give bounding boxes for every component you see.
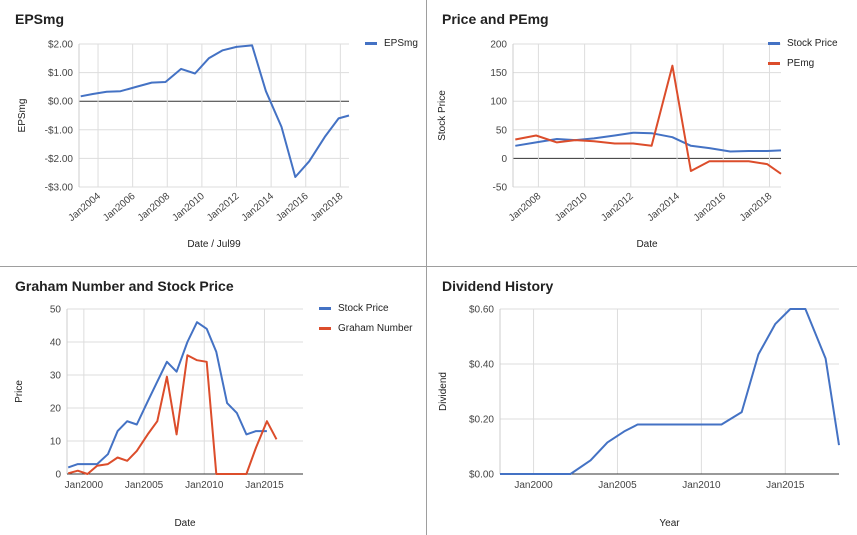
y-axis-title: EPSmg <box>17 99 28 133</box>
y-tick-label: $0.60 <box>469 305 494 316</box>
y-tick-label: 30 <box>50 371 62 382</box>
x-tick-label: Jan2010 <box>185 480 224 491</box>
y-tick-label: -$1.00 <box>45 125 74 136</box>
y-tick-label: 20 <box>50 404 62 415</box>
legend-label: Graham Number <box>338 323 413 334</box>
x-tick-label: Jan2015 <box>766 480 805 491</box>
chart-title: EPSmg <box>15 11 65 27</box>
y-tick-label: -50 <box>493 183 508 194</box>
y-tick-label: $0.00 <box>469 470 494 481</box>
y-tick-label: $0.40 <box>469 360 494 371</box>
chart-panel-price-pemg: Price and PEmg 200 150 100 50 0 -50 Jan2008 Jan… <box>428 1 856 264</box>
series-line-pemg <box>515 64 782 175</box>
x-axis-title: Date <box>174 518 196 529</box>
x-axis-title: Date / Jul99 <box>187 239 241 250</box>
chart-panel-graham: Graham Number and Stock Price 50 40 30 20 10… <box>1 268 425 534</box>
legend-swatch <box>768 62 780 65</box>
legend-label: Stock Price <box>787 38 838 49</box>
x-tick-label: Jan2012 <box>205 191 242 224</box>
x-tick-label: Jan2016 <box>274 191 311 224</box>
chart-panel-epsmg: EPSmg $2.00 $1.00 $0.00 -$1.00 -$2.00 -$3.00 J… <box>1 1 425 264</box>
y-tick-label: 50 <box>50 305 62 316</box>
chart-svg: $2.00 $1.00 $0.00 -$1.00 -$2.00 -$3.00Jan2004… <box>17 38 418 250</box>
x-tick-label: Jan2010 <box>170 191 207 224</box>
chart-svg: $0.60 $0.40 $0.20 $0.00 Jan2000 Jan2005 Jan201… <box>438 305 840 529</box>
legend-swatch <box>365 42 377 45</box>
x-tick-label: Jan2008 <box>507 191 544 224</box>
y-tick-label: -$2.00 <box>45 154 74 165</box>
y-tick-label: 100 <box>490 97 507 108</box>
series-line-series <box>500 308 840 475</box>
legend-swatch <box>768 42 780 45</box>
x-tick-label: Jan2008 <box>136 191 173 224</box>
y-axis-title: Price <box>14 380 25 403</box>
series-line-stock-price <box>67 321 267 469</box>
legend-swatch <box>319 307 331 310</box>
x-tick-label: Jan2014 <box>240 191 277 224</box>
series-line-graham-number <box>67 354 278 475</box>
x-tick-label: Jan2018 <box>738 191 775 224</box>
x-tick-label: Jan2000 <box>514 480 553 491</box>
y-tick-label: $0.20 <box>469 415 494 426</box>
x-tick-label: Jan2015 <box>245 480 284 491</box>
y-tick-label: 10 <box>50 437 62 448</box>
y-tick-label: $2.00 <box>48 40 73 51</box>
horizontal-divider <box>0 266 857 267</box>
chart-panel-dividend: Dividend History $0.60 $0.40 $0.20 $0.00 Jan… <box>428 268 856 534</box>
x-axis-title: Year <box>659 518 680 529</box>
legend-label: Stock Price <box>338 303 389 314</box>
y-tick-label: $0.00 <box>48 97 73 108</box>
x-tick-label: Jan2016 <box>692 191 729 224</box>
y-tick-label: 40 <box>50 338 62 349</box>
x-tick-label: Jan2014 <box>645 191 682 224</box>
y-axis-title: Dividend <box>438 372 449 411</box>
y-tick-label: $1.00 <box>48 68 73 79</box>
x-tick-label: Jan2005 <box>125 480 164 491</box>
legend-label: EPSmg <box>384 38 418 49</box>
x-tick-label: Jan2012 <box>599 191 636 224</box>
y-axis-title: Stock Price <box>437 90 448 141</box>
chart-title: Price and PEmg <box>442 11 549 27</box>
chart-title: Graham Number and Stock Price <box>15 278 234 294</box>
y-tick-label: -$3.00 <box>45 183 74 194</box>
series-line-stock-price <box>515 131 782 153</box>
y-tick-label: 200 <box>490 40 507 51</box>
legend-label: PEmg <box>787 58 814 69</box>
x-tick-label: Jan2010 <box>682 480 721 491</box>
y-tick-label: 50 <box>496 125 508 136</box>
series-line-epsmg <box>80 44 350 178</box>
x-tick-label: Jan2018 <box>309 191 346 224</box>
vertical-divider <box>426 0 427 535</box>
legend-swatch <box>319 327 331 330</box>
x-tick-label: Jan2005 <box>598 480 637 491</box>
x-axis-title: Date <box>636 239 658 250</box>
x-tick-label: Jan2010 <box>553 191 590 224</box>
y-tick-label: 0 <box>501 154 507 165</box>
x-tick-label: Jan2000 <box>65 480 104 491</box>
chart-svg: 50 40 30 20 10 0 Jan2000 Jan2005 Jan2010 Jan2015 D… <box>14 303 413 529</box>
y-tick-label: 150 <box>490 68 507 79</box>
x-tick-label: Jan2006 <box>101 191 138 224</box>
y-tick-label: 0 <box>55 470 61 481</box>
x-tick-label: Jan2004 <box>66 191 103 224</box>
chart-title: Dividend History <box>442 278 554 294</box>
